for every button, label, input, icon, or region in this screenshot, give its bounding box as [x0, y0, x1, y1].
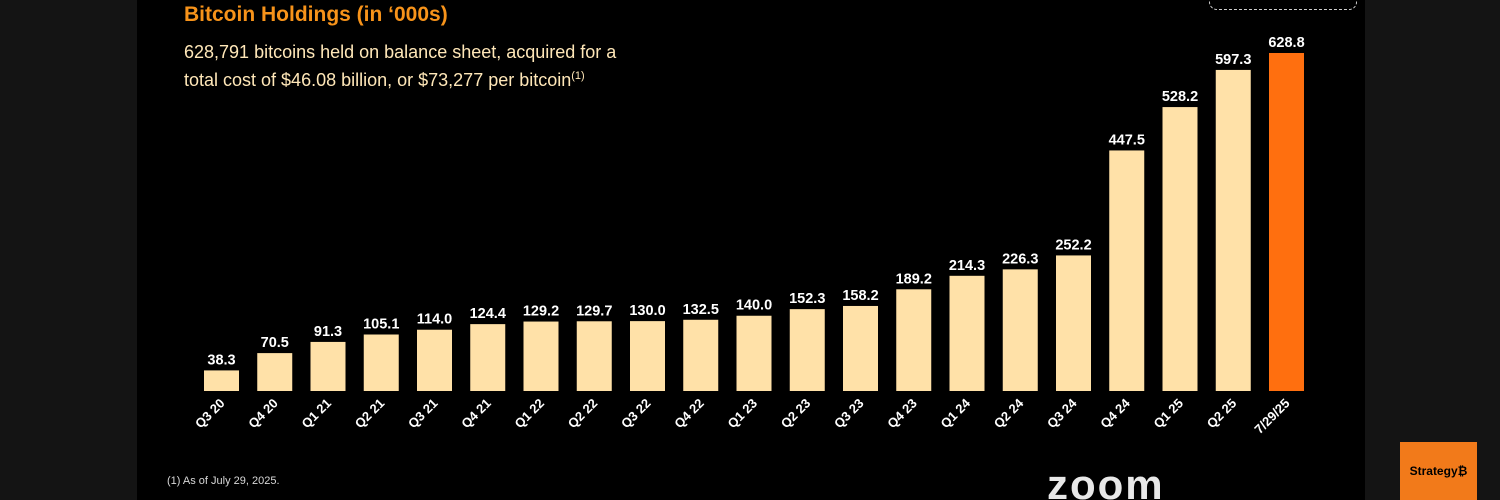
bar-value-label: 226.3 [1002, 251, 1038, 267]
bar-q1-22 [523, 321, 559, 391]
x-tick-label: Q3 22 [618, 396, 654, 432]
bar-q3-20 [204, 370, 239, 391]
x-tick-label: Q4 24 [1097, 395, 1133, 431]
bar-q3-23 [843, 305, 878, 391]
x-tick-label: Q1 21 [298, 396, 334, 432]
bar-value-label: 91.3 [314, 324, 342, 340]
bar-value-label: 130.0 [629, 303, 665, 319]
x-tick-label: Q4 22 [671, 396, 707, 432]
bar-7-29-25 [1269, 53, 1304, 391]
bar-value-label: 140.0 [736, 298, 772, 314]
bar-q3-24 [1056, 255, 1091, 391]
bar-value-label: 132.5 [683, 302, 719, 318]
bar-value-label: 38.3 [207, 352, 235, 368]
chart-title: Bitcoin Holdings (in ‘000s) [184, 3, 448, 26]
x-tick-label: Q3 21 [405, 396, 441, 432]
bar-q2-25 [1215, 69, 1251, 391]
x-tick-label: Q2 21 [352, 396, 388, 432]
x-tick-label: Q2 24 [991, 395, 1027, 431]
bar-value-label: 114.0 [417, 312, 453, 328]
bar-value-label: 597.3 [1215, 52, 1251, 68]
bar-value-label: 528.2 [1162, 89, 1198, 105]
bar-value-label: 70.5 [261, 335, 289, 351]
bar-value-label: 189.2 [896, 271, 932, 287]
x-tick-label: Q3 24 [1044, 395, 1080, 431]
bar-q4-20 [257, 353, 293, 391]
x-tick-label: Q2 23 [778, 396, 814, 432]
x-tick-label: Q1 25 [1150, 396, 1186, 432]
x-tick-label: Q1 22 [511, 396, 547, 432]
bar-value-label: 152.3 [789, 291, 825, 307]
slide: Bitcoin Holdings (in ‘000s) 628,791 bitc… [137, 0, 1365, 500]
x-tick-label: 7/29/25 [1251, 396, 1292, 437]
strategy-logo: Strategy₿ [1409, 464, 1468, 478]
bar-value-label: 129.7 [576, 303, 612, 319]
x-tick-label: Q3 20 [192, 396, 228, 432]
x-tick-label: Q1 23 [724, 396, 760, 432]
zoom-logo: zoom [1047, 461, 1165, 500]
bar-value-label: 628.8 [1268, 35, 1304, 51]
bar-value-label: 129.2 [523, 304, 559, 320]
x-tick-label: Q3 23 [831, 396, 867, 432]
x-tick-label: Q2 25 [1204, 396, 1240, 432]
x-tick-label: Q2 22 [565, 396, 601, 432]
bar-q1-24 [949, 275, 985, 391]
strategy-logo-badge: Strategy₿ [1400, 442, 1477, 500]
bar-q2-22 [576, 321, 612, 391]
bar-value-label: 158.2 [842, 288, 878, 304]
bar-q3-21 [417, 329, 452, 391]
bar-q2-24 [1002, 269, 1038, 391]
bar-q2-23 [789, 309, 825, 391]
x-tick-label: Q1 24 [937, 395, 973, 431]
x-tick-label: Q4 21 [458, 396, 494, 432]
chart-subtitle: 628,791 bitcoins held on balance sheet, … [184, 40, 654, 92]
bar-value-label: 214.3 [949, 258, 985, 274]
footnote: (1) As of July 29, 2025. [167, 475, 280, 487]
bar-q1-25 [1162, 107, 1198, 392]
bar-q4-22 [683, 319, 719, 391]
bar-q4-23 [896, 289, 932, 391]
bar-q4-21 [470, 324, 506, 391]
subtitle-footnote-marker: (1) [571, 70, 585, 82]
bar-chart: 38.3 Q3 20 70.5 Q4 20 91.3 Q1 21 105.1 Q2 21 114… [192, 35, 1305, 437]
x-tick-label: Q4 23 [884, 396, 920, 432]
bar-value-label: 447.5 [1109, 132, 1145, 148]
bar-q4-24 [1109, 150, 1145, 391]
bar-q3-22 [630, 321, 665, 391]
bar-q1-23 [736, 315, 772, 391]
bar-value-label: 105.1 [363, 317, 399, 333]
bar-q1-21 [310, 341, 346, 391]
bar-value-label: 252.2 [1055, 237, 1091, 253]
bar-q2-21 [363, 334, 399, 391]
bar-value-label: 124.4 [470, 306, 506, 322]
x-tick-label: Q4 20 [245, 396, 281, 432]
subtitle-text: 628,791 bitcoins held on balance sheet, … [184, 42, 617, 90]
